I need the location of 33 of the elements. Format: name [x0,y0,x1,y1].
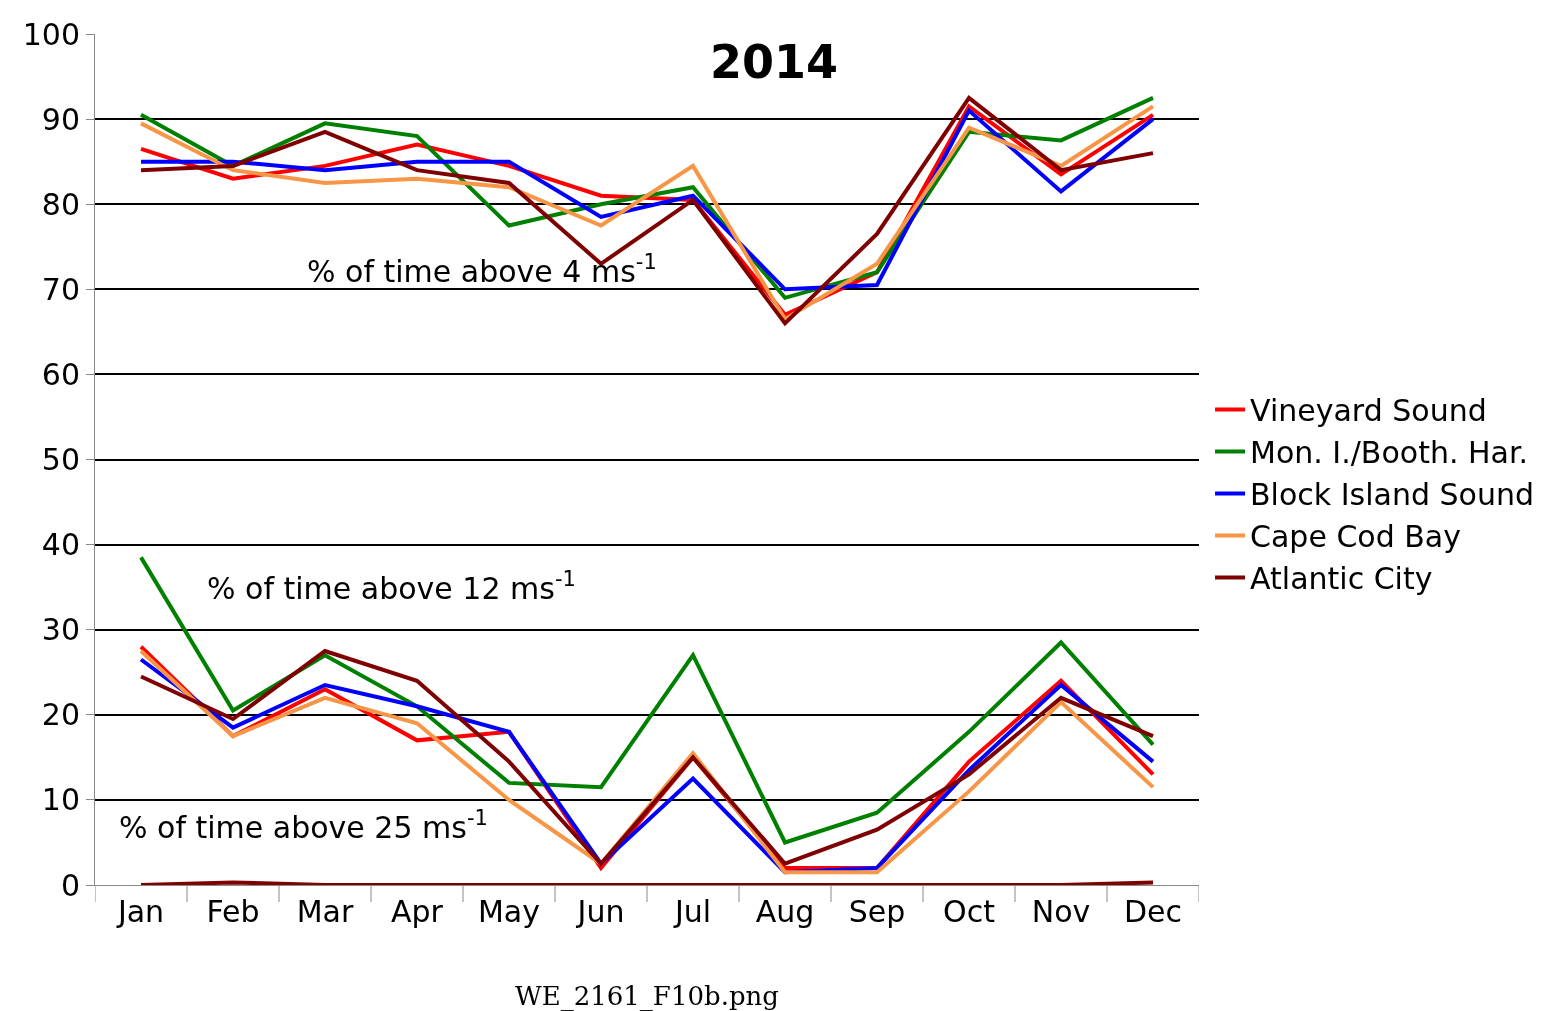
legend-label: Vineyard Sound [1250,393,1487,429]
annotation: % of time above 25 ms$^{-1}$ [119,806,488,845]
x-tick-label: Dec [1123,894,1183,929]
y-tick-label: 70 [41,271,80,307]
y-tick-label: 60 [41,356,80,392]
x-tick-label: Jun [575,894,625,929]
text: WE_2161_F10b.png [515,981,779,1011]
legend-label: Atlantic City [1250,561,1433,597]
legend-label: Cape Cod Bay [1250,519,1462,555]
x-tick-label: Oct [943,894,996,929]
legend-label: Block Island Sound [1250,477,1534,513]
x-tick-label: Mar [296,894,354,929]
x-tick-label: May [477,894,541,929]
y-tick-label: 80 [41,186,80,222]
x-tick-label: Jul [672,894,712,929]
y-tick-label: 0 [60,867,80,903]
annotation: % of time above 12 ms$^{-1}$ [207,567,576,606]
chart-title: 2014 [709,34,838,89]
y-tick-label: 100 [22,16,80,52]
x-tick-label: Aug [755,894,815,929]
x-tick-label: Apr [391,894,444,929]
legend-label: Mon. I./Booth. Har. [1250,435,1529,471]
y-tick-label: 30 [41,612,80,648]
x-tick-label: Feb [206,894,260,929]
x-tick-label: Sep [848,894,906,929]
y-tick-label: 10 [41,782,80,818]
y-tick-label: 50 [41,442,80,477]
y-tick-label: 90 [41,101,80,137]
annotation: % of time above 4 ms$^{-1}$ [307,250,657,289]
x-tick-label: Nov [1031,894,1091,929]
y-tick-label: 20 [41,697,80,733]
x-tick-label: Jan [115,894,165,929]
y-tick-label: 40 [41,527,80,563]
